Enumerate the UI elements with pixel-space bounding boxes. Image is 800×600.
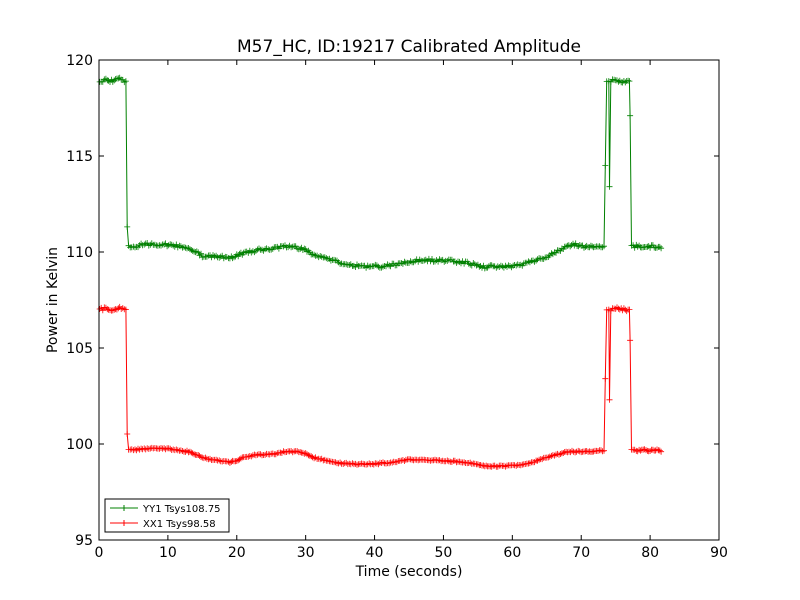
plot-frame [98, 59, 720, 541]
legend: YY1 Tsys108.75 XX1 Tsys98.58 [104, 498, 230, 533]
legend-label: YY1 Tsys108.75 [142, 504, 221, 515]
x-tick-label: 80 [641, 545, 659, 561]
chart-title: M57_HC, ID:19217 Calibrated Amplitude [237, 37, 581, 57]
y-tick-label: 100 [66, 437, 93, 453]
series-1 [96, 303, 665, 470]
y-tick-label: 115 [66, 149, 93, 165]
x-tick-label: 30 [297, 545, 315, 561]
x-tick-label: 60 [503, 545, 521, 561]
series-layer [96, 74, 665, 470]
x-tick-label: 20 [228, 545, 246, 561]
legend-marker [121, 505, 127, 511]
y-tick-label: 105 [66, 341, 93, 357]
x-tick-label: 50 [435, 545, 453, 561]
plot-area [99, 60, 719, 540]
legend-box [104, 498, 230, 533]
axis-layer: 0 10 20 30 40 50 60 70 80 90 95 100 105 110 115 120 [66, 53, 728, 561]
x-tick-label: 0 [95, 545, 104, 561]
series-markers [96, 303, 665, 470]
x-tick-label: 10 [159, 545, 177, 561]
x-tick-label: 40 [366, 545, 384, 561]
legend-label: XX1 Tsys98.58 [143, 519, 216, 530]
y-axis-label: Power in Kelvin [45, 247, 61, 353]
y-tick-label: 120 [66, 53, 93, 69]
series-markers [96, 74, 665, 272]
x-axis-label: Time (seconds) [355, 564, 463, 580]
legend-marker [121, 520, 127, 526]
y-tick-label: 95 [75, 533, 93, 549]
x-tick-label: 90 [710, 545, 728, 561]
x-tick-label: 70 [572, 545, 590, 561]
series-0 [96, 74, 665, 272]
y-tick-label: 110 [66, 245, 93, 261]
